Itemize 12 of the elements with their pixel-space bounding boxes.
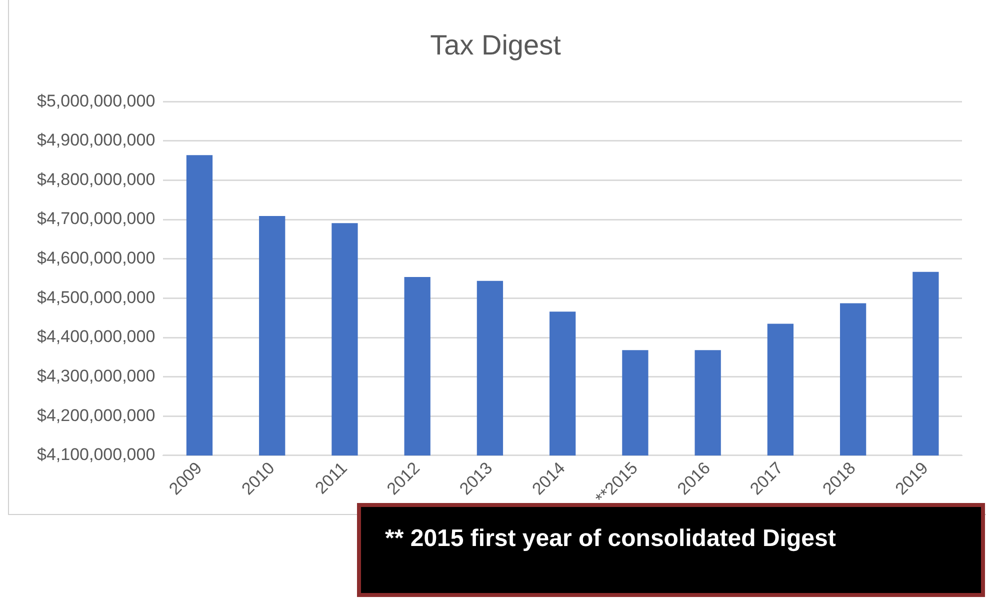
- y-tick-label: $4,500,000,000: [37, 288, 156, 307]
- y-tick-label: $5,000,000,000: [37, 91, 156, 110]
- y-tick-label: $4,100,000,000: [37, 445, 156, 464]
- y-tick-label: $4,600,000,000: [37, 248, 156, 268]
- y-tick-label: $4,800,000,000: [37, 170, 156, 189]
- y-tick-label: $4,900,000,000: [37, 130, 156, 150]
- y-tick-label: $4,300,000,000: [37, 366, 156, 386]
- y-tick-label: $4,700,000,000: [37, 209, 156, 228]
- y-tick-label: $4,400,000,000: [37, 327, 156, 346]
- chart-title: Tax Digest: [430, 30, 562, 61]
- text: ** 2015 first year of consolidated Digest: [385, 525, 836, 552]
- y-tick-label: $4,200,000,000: [37, 406, 156, 425]
